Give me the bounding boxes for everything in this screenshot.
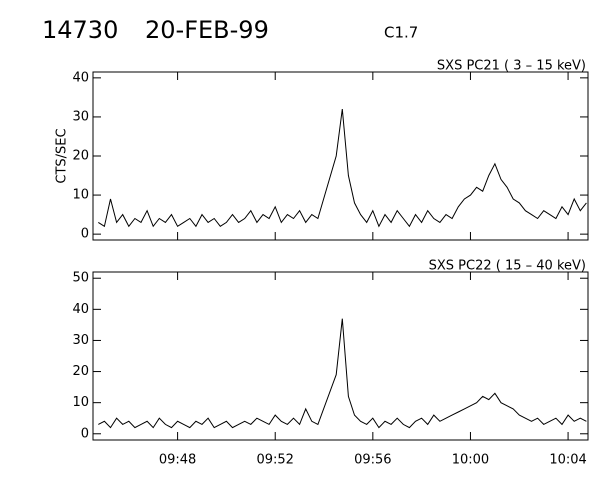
chart-title: 14730 <box>42 16 118 44</box>
y-tick-label: 0 <box>81 426 89 441</box>
y-tick-label: 50 <box>72 271 89 286</box>
data-line <box>98 109 587 228</box>
y-tick-label: 0 <box>81 227 89 242</box>
date: 20-FEB-99 <box>145 16 269 44</box>
y-tick-label: 20 <box>72 364 89 379</box>
y-tick-label: 40 <box>72 70 89 85</box>
panel-title: SXS PC21 ( 3 – 15 keV) <box>437 59 586 74</box>
y-tick-label: 40 <box>72 302 89 317</box>
y-tick-label: 30 <box>72 333 89 348</box>
x-tick-label: 09:48 <box>159 453 196 468</box>
y-tick-label: 10 <box>72 188 89 203</box>
x-tick-label: 10:04 <box>549 453 586 468</box>
flare-class: C1.7 <box>384 24 418 42</box>
panel-title: SXS PC22 ( 15 – 40 keV) <box>429 259 586 274</box>
x-tick-label: 09:52 <box>256 453 293 468</box>
x-tick-label: 09:56 <box>354 453 391 468</box>
plot-frame <box>92 71 589 241</box>
plot-frame <box>92 271 589 441</box>
y-tick-label: 20 <box>72 149 89 164</box>
data-line <box>98 318 587 429</box>
y-tick-label: 30 <box>72 109 89 124</box>
y-tick-label: 10 <box>72 395 89 410</box>
x-tick-label: 10:00 <box>452 453 489 468</box>
y-axis-label: CTS/SEC <box>55 128 70 183</box>
